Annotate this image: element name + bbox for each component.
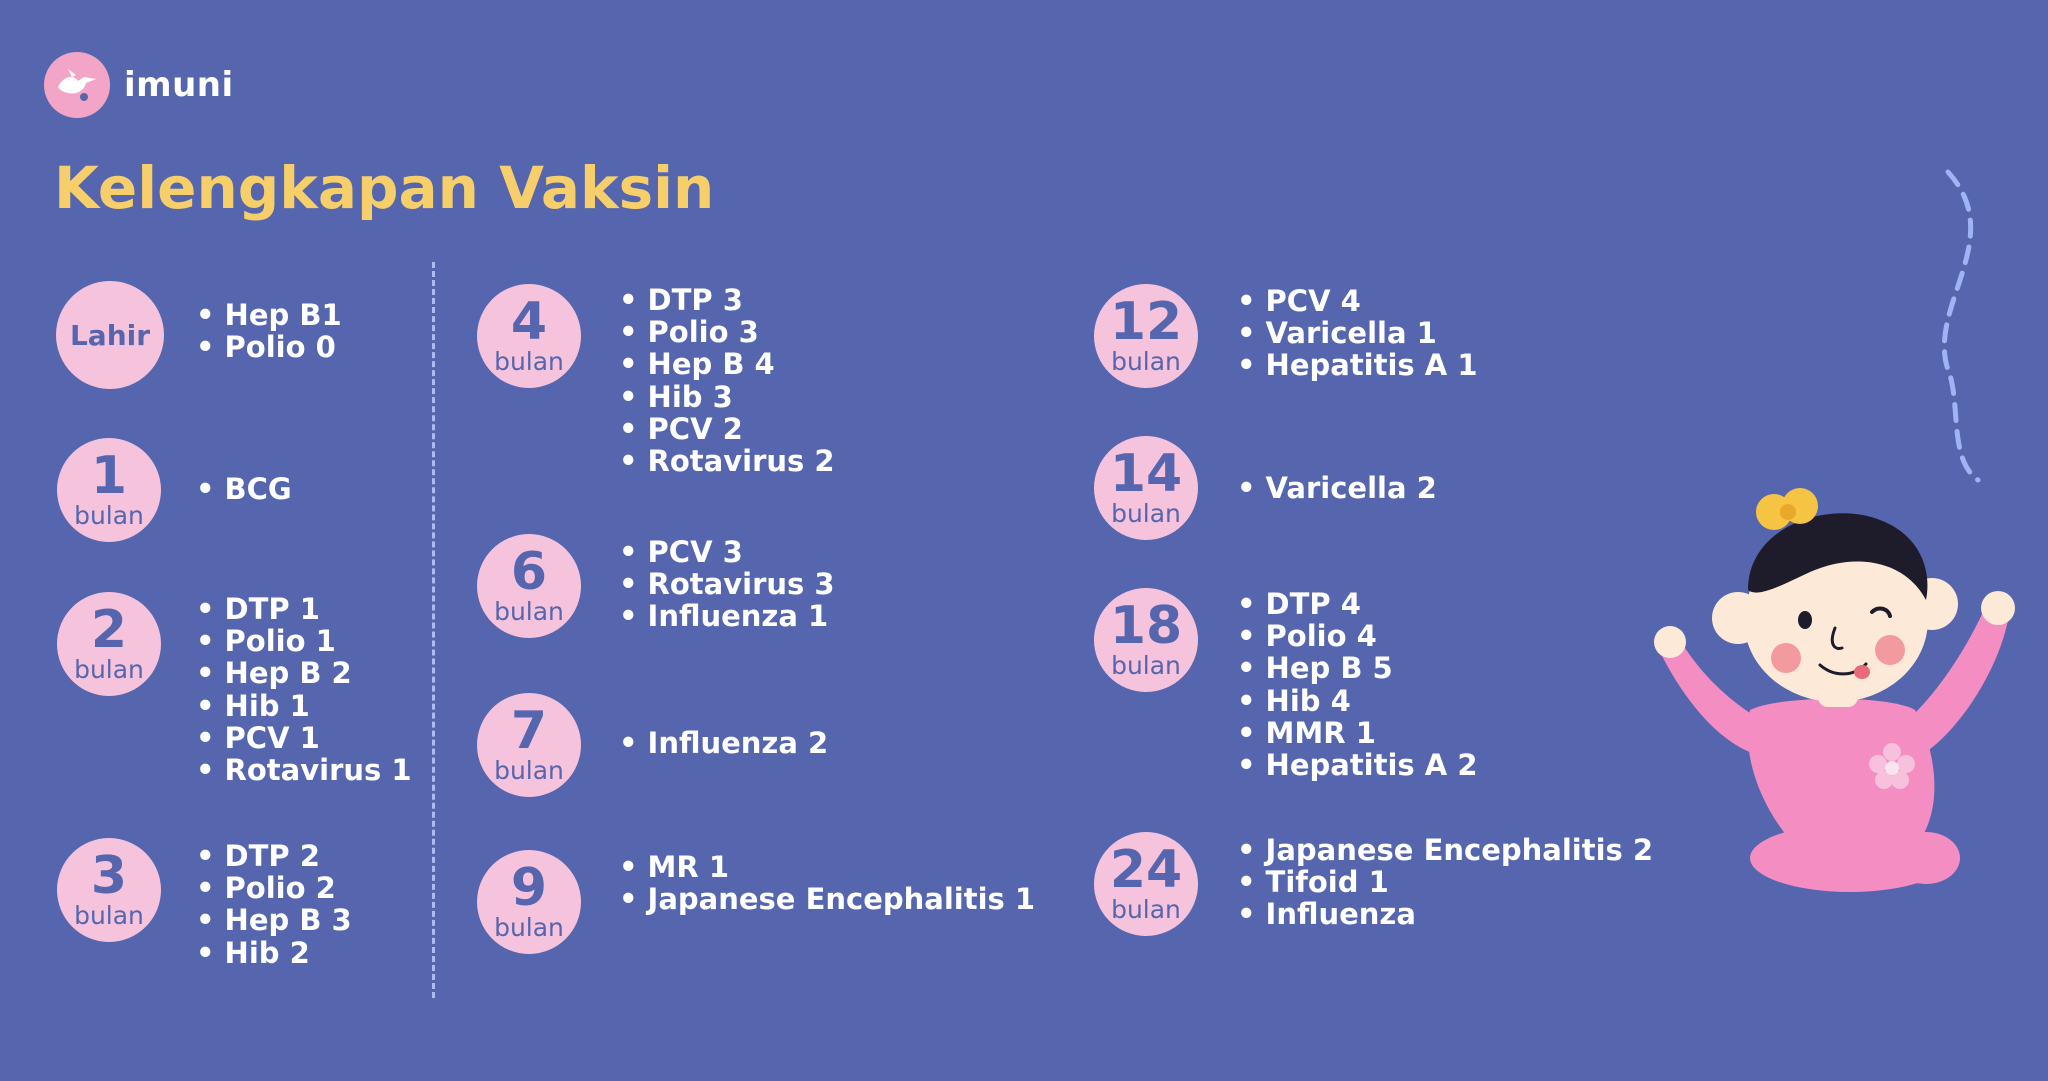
age-badge-9-bulan: 9 bulan <box>477 850 581 954</box>
vaccine-list-3-bulan: DTP 2 Polio 2 Hep B 3 Hib 2 <box>196 840 352 969</box>
age-badge-3-bulan: 3 bulan <box>57 838 161 942</box>
age-unit: bulan <box>1111 347 1181 376</box>
age-number: 1 <box>90 446 128 506</box>
age-number: 14 <box>1109 444 1183 504</box>
vaccine-item: Hib 1 <box>196 689 412 722</box>
vaccine-list-9-bulan: MR 1 Japanese Encephalitis 1 <box>619 851 1036 916</box>
age-number: 7 <box>510 701 548 761</box>
brand-name: imuni <box>124 65 234 105</box>
vaccine-item: Varicella 1 <box>1237 317 1478 349</box>
vaccine-list-18-bulan: DTP 4 Polio 4 Hep B 5 Hib 4 MMR 1 Hepati… <box>1237 588 1478 781</box>
stork-icon <box>44 52 110 118</box>
vaccine-item: Hepatitis A 2 <box>1237 749 1478 781</box>
age-badge-1-bulan: 1 bulan <box>57 438 161 542</box>
age-badge-18-bulan: 18 bulan <box>1094 588 1198 692</box>
vaccine-item: MMR 1 <box>1237 717 1478 749</box>
vaccine-item: Hep B 5 <box>1237 652 1478 684</box>
age-badge-6-bulan: 6 bulan <box>477 534 581 638</box>
vaccine-item: Rotavirus 1 <box>196 754 412 786</box>
age-badge-14-bulan: 14 bulan <box>1094 436 1198 540</box>
vaccine-item: BCG <box>196 473 292 505</box>
age-badge-24-bulan: 24 bulan <box>1094 832 1198 936</box>
vaccine-item: Japanese Encephalitis 2 <box>1237 834 1654 866</box>
age-unit: bulan <box>74 501 144 530</box>
vaccine-item: Hib 2 <box>196 936 352 969</box>
vaccine-item: Polio 3 <box>619 316 835 348</box>
vaccine-list-7-bulan: Influenza 2 <box>619 727 829 759</box>
vaccine-list-2-bulan: DTP 1 Polio 1 Hep B 2 Hib 1 PCV 1 Rotavi… <box>196 593 412 786</box>
age-unit: bulan <box>1111 895 1181 924</box>
age-badge-2-bulan: 2 bulan <box>57 592 161 696</box>
age-number: 24 <box>1109 840 1183 900</box>
age-label: Lahir <box>69 318 151 352</box>
age-badge-4-bulan: 4 bulan <box>477 284 581 388</box>
age-number: 6 <box>510 542 548 602</box>
age-badge-7-bulan: 7 bulan <box>477 693 581 797</box>
vaccine-item: PCV 3 <box>619 536 835 568</box>
vaccine-list-4-bulan: DTP 3 Polio 3 Hep B 4 Hib 3 PCV 2 Rotavi… <box>619 284 835 477</box>
vaccine-list-14-bulan: Varicella 2 <box>1237 472 1437 504</box>
vaccine-list-lahir: Hep B1 Polio 0 <box>196 299 342 364</box>
vaccine-item: MR 1 <box>619 851 1035 883</box>
age-badge-lahir: Lahir <box>56 281 164 389</box>
vaccine-item: Varicella 2 <box>1237 472 1437 504</box>
age-unit: bulan <box>494 913 564 942</box>
vaccine-item: Influenza 1 <box>619 600 835 632</box>
vaccine-item: Influenza 2 <box>619 727 829 759</box>
vaccine-item: Polio 2 <box>196 872 352 904</box>
vaccine-item: Hib 4 <box>1237 684 1478 717</box>
baby-illustration <box>1654 488 2015 892</box>
vaccine-item: Rotavirus 2 <box>619 445 835 477</box>
age-unit: bulan <box>494 597 564 626</box>
age-unit: bulan <box>1111 651 1181 680</box>
vaccine-list-1-bulan: BCG <box>196 473 292 505</box>
vaccine-item: PCV 2 <box>619 413 835 445</box>
vaccine-item: Tifoid 1 <box>1237 866 1653 898</box>
vaccine-item: Hep B1 <box>196 299 342 331</box>
age-unit: bulan <box>74 655 144 684</box>
brand-logo: imuni <box>44 52 234 118</box>
age-unit: bulan <box>494 756 564 785</box>
age-badge-12-bulan: 12 bulan <box>1094 284 1198 388</box>
vaccine-item: DTP 1 <box>196 593 412 625</box>
age-number: 18 <box>1109 596 1183 656</box>
vaccine-item: Polio 0 <box>196 331 342 363</box>
age-number: 2 <box>90 600 128 660</box>
age-number: 12 <box>1109 292 1183 352</box>
vaccine-item: Rotavirus 3 <box>619 568 835 600</box>
age-number: 3 <box>90 846 128 906</box>
vaccine-list-12-bulan: PCV 4 Varicella 1 Hepatitis A 1 <box>1237 285 1478 382</box>
vaccine-item: Hep B 4 <box>619 348 835 380</box>
vaccine-item: DTP 3 <box>619 284 835 316</box>
page-title: Kelengkapan Vaksin <box>54 154 715 222</box>
age-number: 4 <box>510 292 548 352</box>
column-divider <box>432 262 435 998</box>
vaccine-item: Hib 3 <box>619 380 835 413</box>
age-unit: bulan <box>1111 499 1181 528</box>
age-number: 9 <box>510 858 548 918</box>
vaccine-list-6-bulan: PCV 3 Rotavirus 3 Influenza 1 <box>619 536 835 633</box>
vaccine-item: PCV 1 <box>196 722 412 754</box>
vaccine-item: Polio 4 <box>1237 620 1478 652</box>
dashed-curve-decoration <box>1942 169 1981 483</box>
vaccine-item: Influenza <box>1237 898 1653 930</box>
vaccine-item: Hep B 3 <box>196 904 352 936</box>
vaccine-item: Hep B 2 <box>196 657 412 689</box>
age-unit: bulan <box>74 901 144 930</box>
vaccine-item: DTP 4 <box>1237 588 1478 620</box>
vaccine-item: PCV 4 <box>1237 285 1478 317</box>
vaccine-item: Hepatitis A 1 <box>1237 349 1478 381</box>
vaccine-item: Japanese Encephalitis 1 <box>619 883 1036 915</box>
vaccine-item: DTP 2 <box>196 840 352 872</box>
vaccine-list-24-bulan: Japanese Encephalitis 2 Tifoid 1 Influen… <box>1237 834 1654 931</box>
age-unit: bulan <box>494 347 564 376</box>
vaccine-item: Polio 1 <box>196 625 412 657</box>
